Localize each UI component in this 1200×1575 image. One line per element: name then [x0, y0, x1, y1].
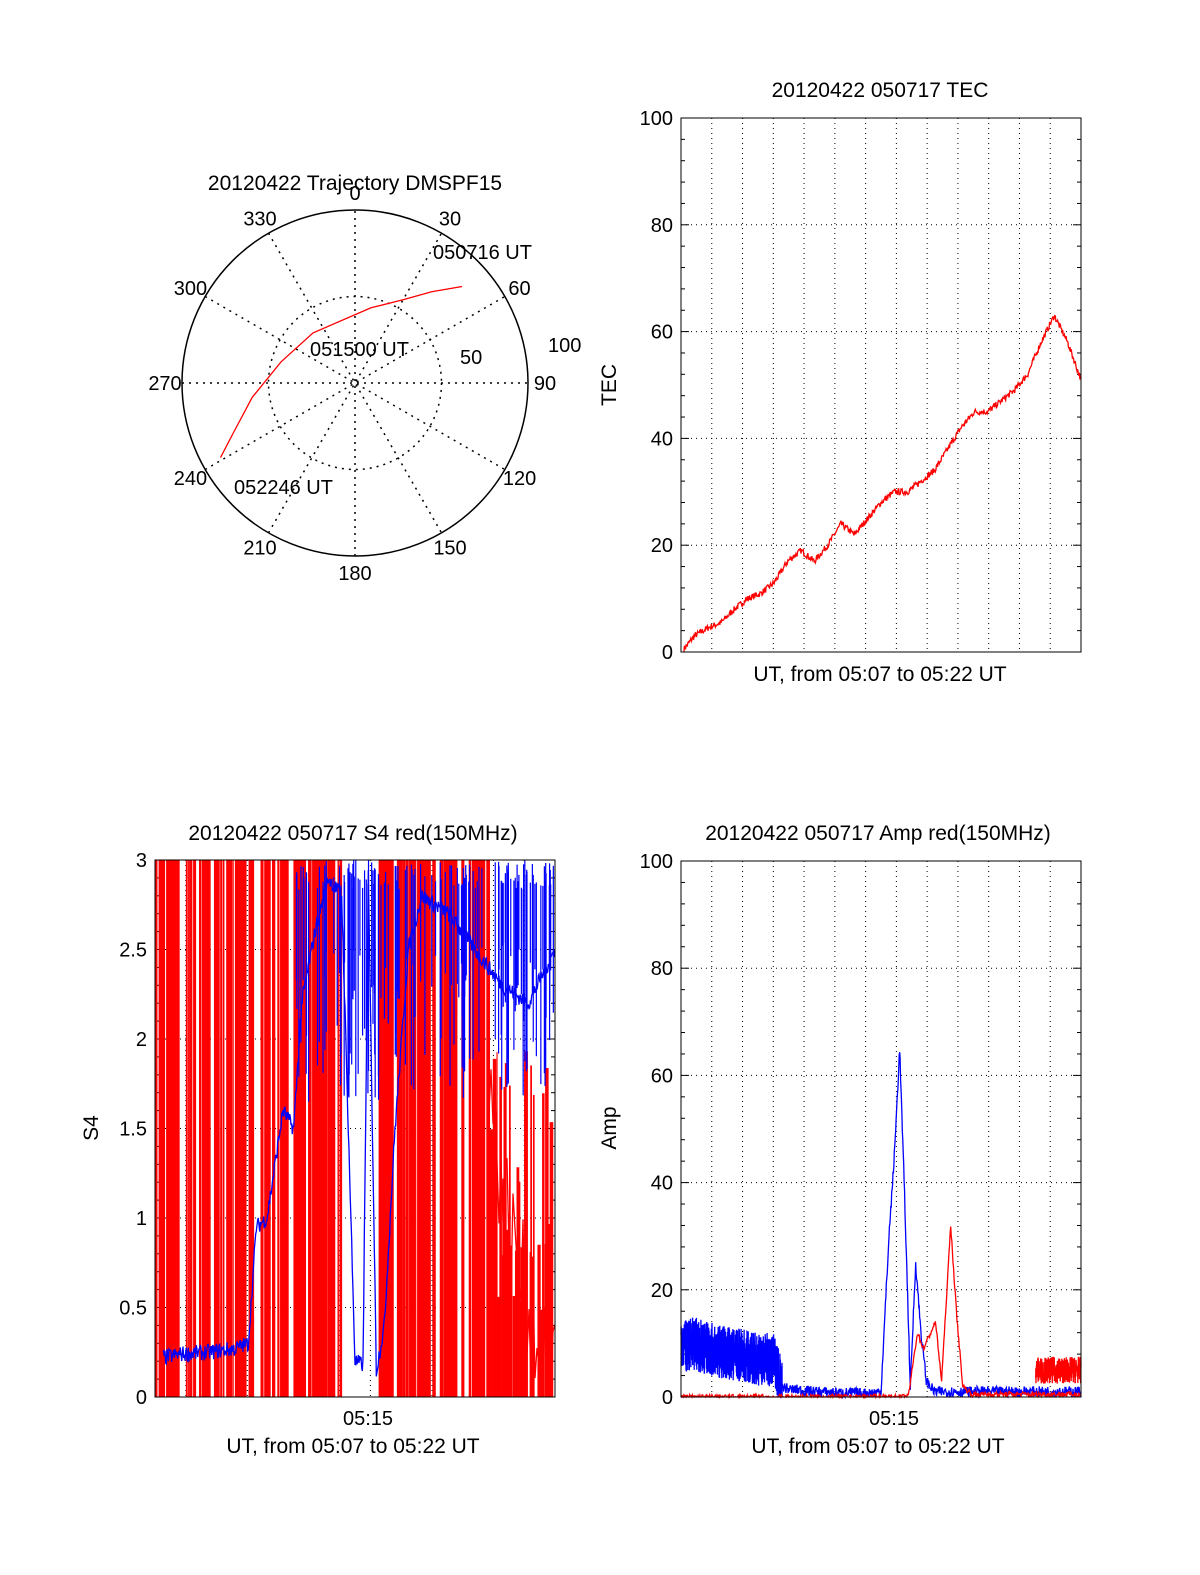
- polar-angle-label: 270: [148, 373, 181, 395]
- polar-point-label-mid: 051500 UT: [310, 339, 409, 361]
- s4-title: 20120422 050717 S4 red(150MHz): [188, 822, 517, 845]
- tec-grid: [681, 118, 1081, 652]
- s4-ylabel: S4: [80, 1115, 103, 1141]
- y-tick-label: 100: [640, 851, 673, 873]
- y-tick-label: 100: [640, 108, 673, 130]
- polar-spoke: [204, 295, 506, 471]
- amp-grid: [681, 861, 1081, 1397]
- amp-frame: [680, 860, 1082, 1398]
- amp-noise-bands: [680, 1317, 1082, 1399]
- polar-title: 20120422 Trajectory DMSPF15: [208, 172, 502, 195]
- s4-y-ticks: 0 0.5 1 1.5 2 2.5 3: [119, 850, 147, 1409]
- tec-ylabel: TEC: [598, 364, 621, 406]
- s4-xlabel: UT, from 05:07 to 05:22 UT: [226, 1435, 479, 1458]
- polar-angle-label: 120: [503, 468, 536, 490]
- y-tick-label: 20: [651, 535, 673, 557]
- polar-angle-labels: 0 30 60 90 120 150 180 210 240 270 300 330: [148, 183, 556, 585]
- tec-y-ticks: 0 20 40 60 80 100: [640, 108, 673, 664]
- y-tick-label: 60: [651, 1065, 673, 1087]
- polar-angle-label: 90: [534, 373, 556, 395]
- amp-xlabel: UT, from 05:07 to 05:22 UT: [751, 1435, 1004, 1458]
- polar-grid: [181, 209, 529, 557]
- y-tick-label: 0.5: [119, 1298, 147, 1320]
- polar-angle-label: 180: [338, 563, 371, 585]
- y-tick-label: 80: [651, 215, 673, 237]
- y-tick-label: 60: [651, 322, 673, 344]
- tec-series-line: [683, 314, 1082, 653]
- polar-angle-label: 60: [508, 278, 530, 300]
- polar-spoke: [267, 232, 443, 534]
- y-tick-label: 2: [136, 1029, 147, 1051]
- y-tick-label: 40: [651, 1173, 673, 1195]
- y-tick-label: 0: [662, 1387, 673, 1409]
- s4-red-spikes: [154, 860, 554, 1397]
- y-tick-label: 3: [136, 850, 147, 872]
- amp-ylabel: Amp: [598, 1106, 621, 1149]
- polar-point-label-end: 052246 UT: [234, 477, 333, 499]
- tec-xlabel: UT, from 05:07 to 05:22 UT: [753, 663, 1006, 686]
- s4-xtick-label: 05:15: [343, 1408, 393, 1430]
- polar-spoke: [267, 232, 443, 534]
- y-tick-label: 0: [662, 642, 673, 664]
- polar-angle-label: 330: [243, 208, 276, 230]
- polar-panel: 20120422 Trajectory DMSPF15 0 30 60 90 120 15…: [148, 172, 581, 585]
- polar-spoke: [204, 295, 506, 471]
- polar-track-line: [219, 285, 463, 458]
- s4-blue-series-line: [162, 870, 556, 1377]
- polar-radial-label-100: 100: [548, 335, 581, 357]
- tec-frame: [680, 117, 1082, 653]
- s4-frame: [154, 859, 556, 1398]
- polar-angle-label: 210: [243, 538, 276, 560]
- amp-red-noise-band: [1035, 1356, 1082, 1384]
- amp-y-ticks: 0 20 40 60 80 100: [640, 851, 673, 1409]
- polar-angle-label: 0: [349, 183, 360, 205]
- polar-angle-label: 150: [433, 538, 466, 560]
- y-tick-label: 1.5: [119, 1119, 147, 1141]
- s4-panel: 20120422 050717 S4 red(150MHz) 0 0.5 1 1.5 2…: [80, 822, 556, 1458]
- y-tick-label: 80: [651, 958, 673, 980]
- amp-xtick-label: 05:15: [869, 1408, 919, 1430]
- amp-title: 20120422 050717 Amp red(150MHz): [705, 822, 1051, 845]
- amp-panel: 20120422 050717 Amp red(150MHz) 0 20 40 60 8…: [598, 822, 1082, 1458]
- s4-red-series-line: [488, 1069, 556, 1398]
- tec-title: 20120422 050717 TEC: [772, 79, 989, 102]
- tec-panel: 20120422 050717 TEC 0 20 40 60 80 100 TEC UT,…: [598, 79, 1082, 686]
- y-tick-label: 1: [136, 1208, 147, 1230]
- amp-blue-noise-band: [680, 1317, 783, 1399]
- polar-radial-label-50: 50: [460, 347, 482, 369]
- polar-angle-label: 30: [439, 208, 461, 230]
- polar-angle-label: 240: [174, 468, 207, 490]
- polar-point-label-start: 050716 UT: [433, 242, 532, 264]
- y-tick-label: 40: [651, 428, 673, 450]
- y-tick-label: 20: [651, 1280, 673, 1302]
- y-tick-label: 0: [136, 1387, 147, 1409]
- y-tick-label: 2.5: [119, 940, 147, 962]
- polar-angle-label: 300: [174, 278, 207, 300]
